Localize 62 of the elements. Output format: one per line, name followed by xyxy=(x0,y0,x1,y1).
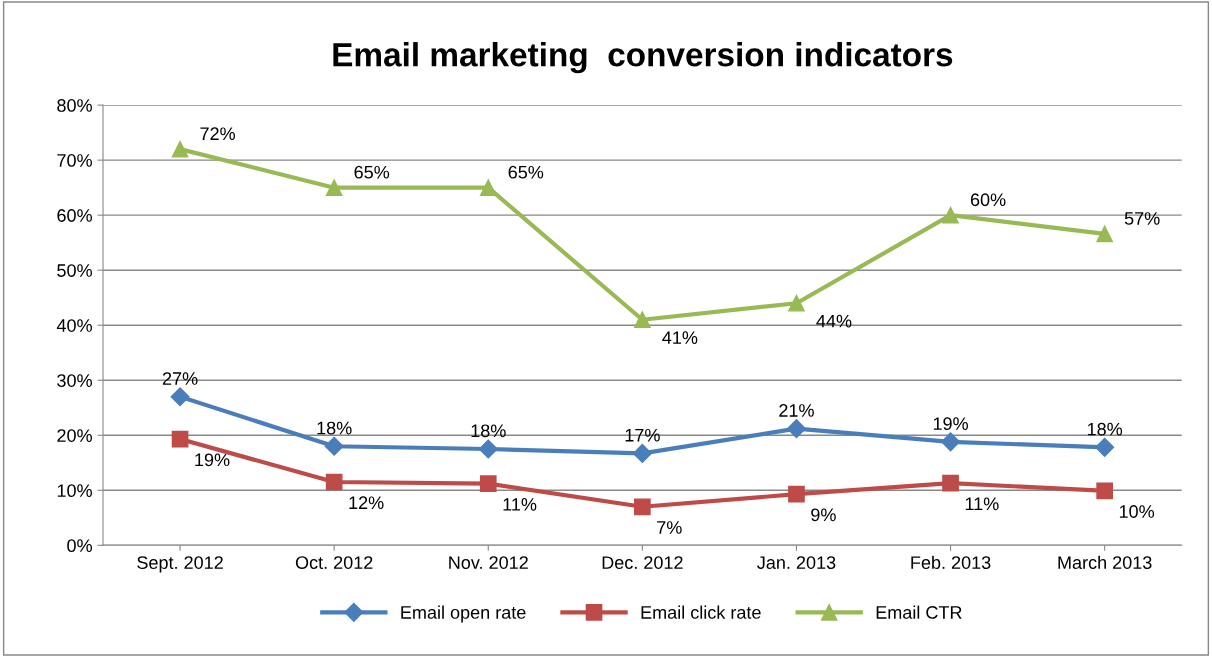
point xyxy=(478,439,498,459)
x-tick-label: Feb. 2013 xyxy=(911,555,991,569)
data-label: 18% xyxy=(317,421,352,435)
y-tick-label: 20% xyxy=(57,429,92,442)
point xyxy=(324,436,344,456)
x-tick-label: Dec. 2012 xyxy=(602,556,683,569)
data-label: 21% xyxy=(779,404,814,417)
point xyxy=(170,387,190,407)
point xyxy=(942,474,959,492)
data-label: 27% xyxy=(162,372,198,385)
y-tick-label: 70% xyxy=(57,154,92,167)
data-label: 65% xyxy=(354,165,390,179)
point xyxy=(788,294,805,312)
y-tick-label: 80% xyxy=(57,99,92,112)
point xyxy=(1095,437,1115,457)
y-tick-label: 40% xyxy=(56,319,92,332)
point xyxy=(325,473,343,491)
data-label: 7% xyxy=(657,521,682,534)
data-label: 17% xyxy=(625,428,660,442)
point xyxy=(942,206,959,224)
x-tick-label: Sept. 2012 xyxy=(137,556,223,573)
data-label: 72% xyxy=(200,127,236,141)
point xyxy=(479,179,497,196)
x-tick-label: Jan. 2013 xyxy=(757,556,836,569)
point xyxy=(1096,225,1113,243)
point xyxy=(786,419,806,439)
x-tick-label: Oct. 2012 xyxy=(295,556,373,569)
data-label: 18% xyxy=(471,424,506,438)
data-label: 19% xyxy=(933,417,968,431)
y-tick-label: 0% xyxy=(67,539,92,553)
y-tick-label: 10% xyxy=(57,484,92,498)
point xyxy=(634,311,651,329)
data-label: 18% xyxy=(1087,422,1123,436)
data-label: 9% xyxy=(811,508,836,522)
data-label: 19% xyxy=(195,453,230,467)
point xyxy=(479,475,497,493)
data-label: 57% xyxy=(1124,212,1160,225)
data-label: 44% xyxy=(816,314,852,328)
data-label: 12% xyxy=(349,496,384,510)
chart-title: Email marketing conversion indicators xyxy=(333,42,953,74)
data-label: 11% xyxy=(503,498,537,511)
x-tick-label: Nov. 2012 xyxy=(449,556,528,569)
point xyxy=(634,498,651,516)
point xyxy=(1096,482,1113,500)
y-tick-label: 60% xyxy=(57,209,92,222)
data-label: 41% xyxy=(662,331,698,344)
data-label: 10% xyxy=(1119,505,1155,518)
point xyxy=(171,140,189,158)
legend-label: Email click rate xyxy=(641,605,761,619)
legend-label: Email open rate xyxy=(401,605,526,623)
point xyxy=(788,485,805,503)
data-label: 11% xyxy=(965,497,999,511)
point xyxy=(325,179,343,196)
y-tick-label: 50% xyxy=(57,264,92,277)
legend-label: Email CTR xyxy=(876,605,962,619)
data-label: 65% xyxy=(508,165,544,179)
point xyxy=(941,432,961,452)
y-tick-label: 30% xyxy=(57,374,92,387)
point xyxy=(632,443,652,463)
point xyxy=(171,430,189,448)
data-label: 60% xyxy=(970,193,1006,207)
x-tick-label: March 2013 xyxy=(1058,555,1152,569)
